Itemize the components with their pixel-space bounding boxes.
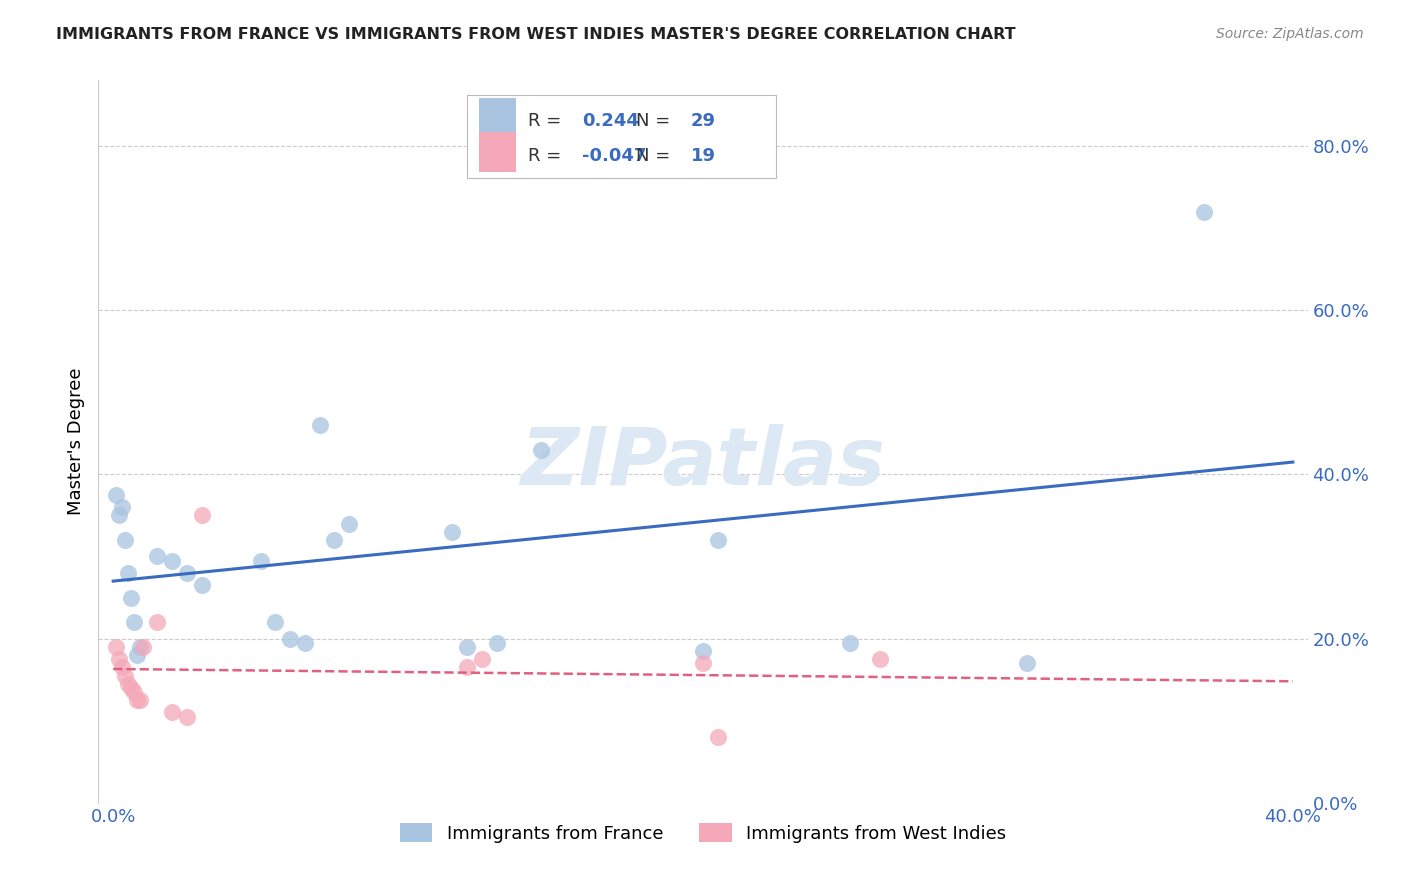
- Point: [839, 636, 862, 650]
- Text: ZIPatlas: ZIPatlas: [520, 425, 886, 502]
- Point: [111, 660, 134, 674]
- Point: [190, 578, 212, 592]
- Point: [114, 533, 136, 547]
- FancyBboxPatch shape: [479, 132, 516, 172]
- Text: R =: R =: [527, 147, 567, 165]
- Legend: Immigrants from France, Immigrants from West Indies: Immigrants from France, Immigrants from …: [391, 814, 1015, 852]
- Point: [456, 660, 478, 674]
- Text: R =: R =: [527, 112, 567, 130]
- Point: [105, 488, 128, 502]
- Point: [294, 636, 316, 650]
- Point: [117, 566, 139, 580]
- Point: [530, 442, 553, 457]
- Point: [108, 652, 131, 666]
- Point: [264, 615, 287, 630]
- Text: IMMIGRANTS FROM FRANCE VS IMMIGRANTS FROM WEST INDIES MASTER'S DEGREE CORRELATIO: IMMIGRANTS FROM FRANCE VS IMMIGRANTS FRO…: [56, 27, 1017, 42]
- Point: [122, 615, 145, 630]
- Point: [176, 566, 198, 580]
- Point: [160, 706, 183, 720]
- Point: [125, 693, 148, 707]
- Text: 0.244: 0.244: [582, 112, 638, 130]
- Text: Source: ZipAtlas.com: Source: ZipAtlas.com: [1216, 27, 1364, 41]
- Point: [337, 516, 360, 531]
- Point: [176, 709, 198, 723]
- Point: [692, 657, 714, 671]
- Text: -0.047: -0.047: [582, 147, 647, 165]
- Text: 19: 19: [690, 147, 716, 165]
- Text: N =: N =: [637, 112, 676, 130]
- Point: [190, 508, 212, 523]
- Point: [456, 640, 478, 654]
- FancyBboxPatch shape: [479, 98, 516, 138]
- Point: [111, 500, 134, 515]
- Point: [308, 418, 330, 433]
- Point: [692, 644, 714, 658]
- Point: [278, 632, 301, 646]
- Point: [869, 652, 891, 666]
- Point: [128, 693, 150, 707]
- Text: N =: N =: [637, 147, 676, 165]
- Point: [160, 553, 183, 567]
- Point: [122, 685, 145, 699]
- Point: [323, 533, 346, 547]
- Point: [1194, 204, 1216, 219]
- Point: [120, 591, 142, 605]
- Point: [108, 508, 131, 523]
- Point: [117, 677, 139, 691]
- Point: [706, 730, 728, 744]
- Text: 29: 29: [690, 112, 716, 130]
- Point: [146, 615, 169, 630]
- Point: [1017, 657, 1039, 671]
- Point: [114, 668, 136, 682]
- Point: [249, 553, 271, 567]
- Point: [471, 652, 494, 666]
- FancyBboxPatch shape: [467, 95, 776, 178]
- Y-axis label: Master's Degree: Master's Degree: [66, 368, 84, 516]
- Point: [128, 640, 150, 654]
- Point: [146, 549, 169, 564]
- Point: [125, 648, 148, 662]
- Point: [441, 524, 464, 539]
- Point: [485, 636, 508, 650]
- Point: [706, 533, 728, 547]
- Point: [131, 640, 153, 654]
- Point: [105, 640, 128, 654]
- Point: [120, 681, 142, 695]
